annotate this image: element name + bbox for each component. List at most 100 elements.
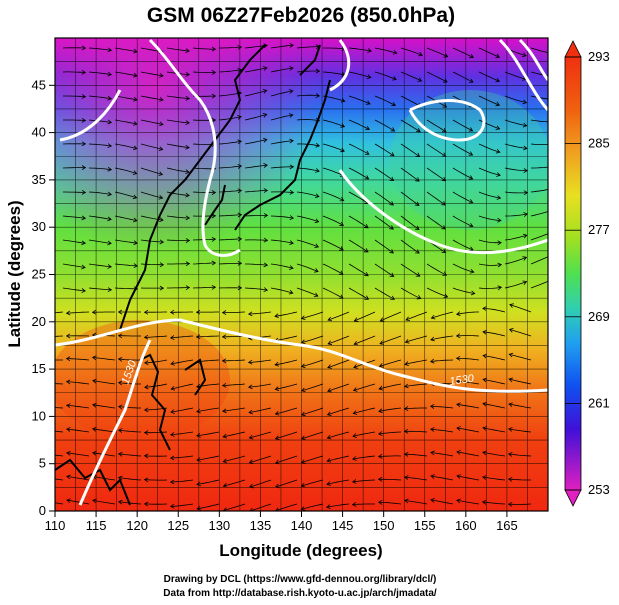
streamline-arrowhead bbox=[389, 272, 395, 277]
streamline bbox=[379, 383, 402, 390]
colorbar-tick-label: 269 bbox=[588, 309, 610, 324]
streamline-arrowhead bbox=[495, 77, 501, 83]
streamline bbox=[140, 263, 164, 266]
streamline bbox=[430, 359, 454, 362]
streamline bbox=[456, 311, 479, 315]
streamline-arrowhead bbox=[263, 43, 268, 49]
streamline bbox=[92, 380, 116, 385]
streamline bbox=[426, 263, 447, 276]
streamline-arrowhead bbox=[404, 339, 410, 344]
streamline-arrowhead bbox=[249, 507, 253, 511]
streamline-arrowhead bbox=[195, 334, 201, 340]
streamline bbox=[63, 191, 86, 193]
streamline bbox=[88, 287, 112, 291]
streamline bbox=[192, 71, 216, 73]
streamline-arrowhead bbox=[41, 429, 45, 433]
streamline bbox=[456, 335, 480, 337]
streamline-arrowhead bbox=[469, 269, 475, 274]
streamline-arrowhead bbox=[482, 353, 487, 359]
streamline-arrowhead bbox=[403, 451, 409, 457]
streamline bbox=[63, 119, 86, 121]
streamline-arrowhead bbox=[196, 505, 202, 511]
streamline bbox=[430, 335, 454, 341]
streamline-arrowhead bbox=[353, 340, 359, 346]
streamline-arrowhead bbox=[248, 483, 254, 489]
streamline-arrowhead bbox=[430, 336, 435, 342]
streamline-arrowhead bbox=[468, 151, 474, 156]
streamline bbox=[66, 381, 90, 385]
streamline-arrowhead bbox=[468, 175, 474, 180]
streamline bbox=[223, 503, 246, 511]
streamline-arrowhead bbox=[455, 355, 461, 361]
streamline bbox=[296, 239, 319, 248]
streamline-arrowhead bbox=[550, 97, 554, 101]
streamline bbox=[192, 262, 216, 265]
streamline-arrowhead bbox=[429, 358, 435, 364]
streamline-arrowhead bbox=[132, 170, 138, 175]
streamline-arrowhead bbox=[185, 144, 190, 150]
streamline bbox=[270, 67, 294, 73]
streamline bbox=[114, 215, 137, 222]
streamline-arrowhead bbox=[92, 378, 97, 384]
streamline-arrowhead bbox=[81, 240, 86, 246]
streamline bbox=[197, 503, 220, 510]
streamline bbox=[88, 71, 112, 75]
streamline bbox=[348, 71, 371, 78]
streamline-arrowhead bbox=[548, 232, 552, 236]
streamline-arrowhead bbox=[237, 285, 243, 291]
streamline bbox=[456, 451, 480, 457]
streamline bbox=[244, 215, 268, 217]
streamline-arrowhead bbox=[327, 316, 333, 322]
streamline bbox=[296, 46, 320, 49]
streamline-arrowhead bbox=[248, 409, 253, 415]
streamline bbox=[66, 499, 90, 505]
streamline-arrowhead bbox=[456, 311, 461, 317]
streamline-arrowhead bbox=[327, 340, 333, 346]
streamline bbox=[478, 215, 501, 221]
streamline-arrowhead bbox=[482, 450, 487, 456]
warm-region bbox=[55, 320, 230, 440]
streamline-arrowhead bbox=[170, 361, 175, 366]
streamline-arrowhead bbox=[377, 431, 383, 436]
streamline bbox=[374, 95, 396, 106]
y-tick-label: 0 bbox=[39, 503, 46, 518]
streamline-arrowhead bbox=[143, 309, 149, 315]
streamline-arrowhead bbox=[159, 121, 164, 127]
streamline bbox=[192, 47, 216, 50]
streamline-arrowhead bbox=[326, 458, 332, 463]
streamline-arrowhead bbox=[274, 386, 280, 392]
streamline bbox=[348, 215, 369, 229]
streamline bbox=[531, 166, 548, 169]
streamline bbox=[170, 455, 194, 459]
x-axis-label: Longitude (degrees) bbox=[219, 541, 382, 560]
streamline-arrowhead bbox=[211, 260, 217, 266]
streamline bbox=[504, 143, 527, 149]
streamline-arrowhead bbox=[211, 93, 217, 99]
streamline bbox=[140, 167, 163, 175]
streamline-arrowhead bbox=[196, 432, 201, 438]
streamline bbox=[114, 95, 138, 101]
streamline bbox=[504, 281, 527, 289]
streamline-arrowhead bbox=[378, 385, 384, 391]
streamline-arrowhead bbox=[363, 224, 369, 229]
streamline-arrowhead bbox=[66, 498, 71, 504]
streamline bbox=[378, 431, 402, 435]
streamline-arrowhead bbox=[482, 377, 487, 383]
streamline-arrowhead bbox=[496, 195, 502, 200]
streamline-arrowhead bbox=[522, 122, 528, 128]
streamline bbox=[327, 311, 350, 321]
streamline bbox=[88, 239, 112, 244]
streamline bbox=[118, 453, 142, 457]
streamline-arrowhead bbox=[107, 166, 113, 172]
streamline-arrowhead bbox=[314, 218, 320, 224]
streamline-arrowhead bbox=[169, 455, 175, 461]
streamline-arrowhead bbox=[414, 201, 420, 206]
streamline bbox=[426, 119, 447, 133]
streamline-arrowhead bbox=[441, 225, 446, 230]
colorbar-scale bbox=[564, 56, 582, 491]
streamline-arrowhead bbox=[41, 335, 45, 339]
streamline bbox=[192, 286, 216, 289]
streamline-arrowhead bbox=[314, 193, 320, 198]
streamline bbox=[327, 359, 350, 368]
streamline-arrowhead bbox=[340, 123, 346, 128]
